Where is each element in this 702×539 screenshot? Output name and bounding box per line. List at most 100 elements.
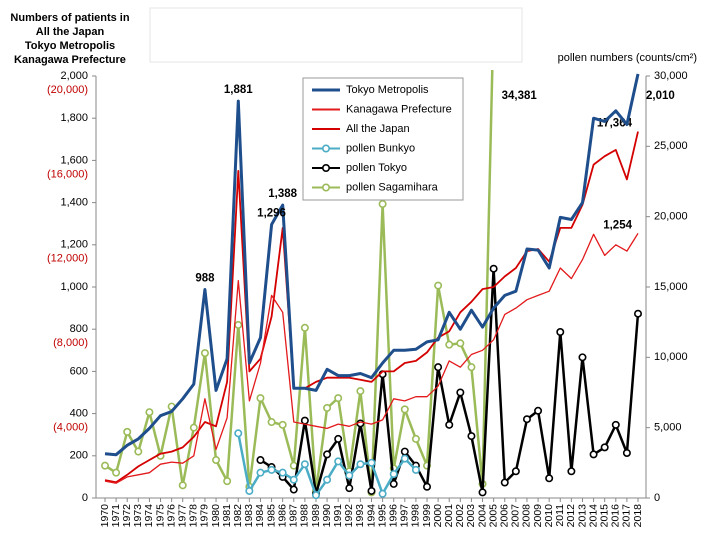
point	[489, 264, 498, 273]
point	[545, 474, 554, 483]
y-tick-label: 1,600	[60, 154, 88, 166]
y2-axis-title: pollen numbers (counts/cm²)	[558, 52, 697, 64]
y-axis-title: Numbers of patients in	[10, 12, 129, 24]
legend-label: Kanagawa Prefecture	[346, 103, 452, 115]
point	[445, 420, 454, 429]
legend-label: Tokyo Metropolis	[346, 84, 429, 96]
point	[356, 460, 365, 469]
series-line	[104, 70, 494, 494]
x-tick-label: 1992	[343, 504, 355, 528]
point	[267, 418, 276, 427]
legend-marker	[321, 144, 330, 153]
x-tick-label: 2005	[487, 504, 499, 528]
point	[534, 406, 543, 415]
x-tick-label: 1991	[332, 504, 344, 528]
y-tick-label: 1,000	[60, 281, 88, 293]
data-label: 1,388	[268, 188, 297, 200]
point	[356, 387, 365, 396]
point	[234, 429, 243, 438]
series	[256, 264, 642, 498]
point	[445, 340, 454, 349]
data-label: 1,881	[224, 84, 253, 96]
point	[522, 415, 531, 424]
point	[411, 434, 420, 443]
point	[334, 457, 343, 466]
point	[101, 461, 110, 470]
y3-tick-label: (16,000)	[47, 168, 88, 180]
point	[311, 491, 320, 500]
point	[267, 465, 276, 474]
x-tick-label: 2006	[499, 504, 511, 528]
point	[434, 363, 443, 372]
x-tick-label: 2007	[510, 504, 522, 528]
x-tick-label: 1974	[143, 504, 155, 528]
point	[123, 427, 132, 436]
point	[300, 323, 309, 332]
x-tick-label: 2011	[554, 504, 566, 527]
x-tick-label: 1988	[299, 504, 311, 528]
point	[300, 460, 309, 469]
point	[256, 394, 265, 403]
legend-box	[302, 77, 464, 201]
point	[245, 486, 254, 495]
x-tick-label: 1981	[221, 504, 233, 528]
point	[223, 477, 232, 486]
data-label: 2,010	[646, 90, 675, 102]
x-tick-label: 2012	[565, 504, 577, 528]
series	[104, 233, 639, 484]
point	[345, 484, 354, 493]
x-tick-label: 1998	[410, 504, 422, 528]
x-tick-label: 1985	[265, 504, 277, 528]
x-tick-label: 2001	[443, 504, 455, 528]
y2-tick-label: 0	[654, 492, 660, 504]
point	[400, 405, 409, 414]
x-tick-label: 1978	[188, 504, 200, 528]
point	[622, 448, 631, 457]
point	[134, 447, 143, 456]
y-tick-label: 0	[82, 492, 88, 504]
point	[567, 467, 576, 476]
point	[256, 468, 265, 477]
x-tick-label: 2008	[521, 504, 533, 528]
y2-tick-label: 25,000	[654, 140, 688, 152]
y-tick-label: 1,400	[60, 197, 88, 209]
y-axis-title: Tokyo Metropolis	[25, 40, 115, 52]
point	[456, 339, 465, 348]
point	[378, 489, 387, 498]
point	[478, 488, 487, 497]
point	[289, 461, 298, 470]
x-tick-label: 2014	[587, 504, 599, 528]
point	[189, 423, 198, 432]
data-label: 988	[195, 273, 215, 285]
point	[434, 281, 443, 290]
x-tick-label: 2009	[532, 504, 544, 528]
point	[456, 388, 465, 397]
y-tick-label: 400	[70, 408, 88, 420]
y-tick-label: 1,200	[60, 239, 88, 251]
legend-marker	[321, 183, 330, 192]
x-tick-label: 1993	[354, 504, 366, 528]
series-line	[104, 73, 640, 457]
point	[145, 408, 154, 417]
point	[611, 420, 620, 429]
point	[278, 468, 287, 477]
x-tick-label: 1994	[365, 504, 377, 528]
y2-tick-label: 30,000	[654, 70, 688, 82]
x-tick-label: 2016	[610, 504, 622, 528]
point	[511, 467, 520, 476]
point	[278, 420, 287, 429]
point	[323, 450, 332, 459]
x-tick-label: 1999	[421, 504, 433, 528]
point	[389, 479, 398, 488]
legend-label: pollen Sagamihara	[346, 181, 439, 193]
x-tick-label: 1970	[99, 504, 111, 528]
title-box	[149, 7, 523, 63]
point	[389, 470, 398, 479]
legend-label: pollen Bunkyo	[346, 142, 415, 154]
point	[323, 475, 332, 484]
plot: 0 200 400 600 800 1,000 1,200 1,400 1,600 1,800 2,…	[47, 70, 688, 528]
point	[334, 434, 343, 443]
y-axis-title: Kanagawa Prefecture	[14, 54, 126, 66]
data-label: 1,296	[257, 208, 286, 220]
point	[589, 450, 598, 459]
